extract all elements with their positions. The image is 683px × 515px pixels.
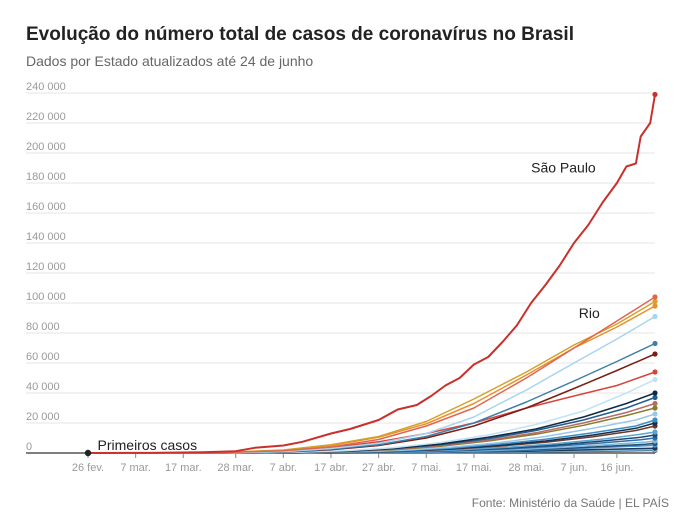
chart-subtitle: Dados por Estado atualizados até 24 de j…	[26, 53, 314, 69]
y-tick-label: 220 000	[26, 111, 66, 123]
series-end-point-4	[652, 313, 658, 320]
y-tick-label: 240 000	[26, 81, 66, 93]
series-end-point-0	[652, 91, 658, 98]
x-tick-label: 17 mar.	[165, 462, 202, 474]
series-end-point-6	[652, 351, 658, 357]
annotation-label: Rio	[579, 305, 600, 321]
series-end-point-5	[652, 340, 658, 347]
y-tick-label: 100 000	[26, 291, 66, 303]
series-line-1	[149, 296, 656, 454]
x-tick-label: 26 fev.	[72, 462, 104, 474]
y-tick-label: 80 000	[26, 321, 60, 333]
y-tick-label: 60 000	[26, 351, 60, 363]
y-tick-label: 120 000	[26, 261, 66, 273]
series-end-point-9	[652, 390, 658, 396]
x-tick-label: 28 mar.	[217, 462, 254, 474]
y-tick-label: 20 000	[26, 411, 60, 423]
x-tick-label: 16 jun.	[600, 462, 633, 474]
series-end-point-1	[652, 294, 658, 300]
chart-title: Evolução do número total de casos de cor…	[26, 24, 574, 45]
y-tick-label: 140 000	[26, 231, 66, 243]
x-tick-label: 7 abr.	[270, 462, 298, 474]
series-line-0	[87, 94, 656, 454]
series-end-point-11	[652, 400, 658, 407]
x-tick-label: 7 jun.	[561, 462, 588, 474]
y-tick-label: 200 000	[26, 141, 66, 153]
x-tick-label: 17 abr.	[314, 462, 348, 474]
series-end-point-12	[652, 405, 658, 411]
x-tick-label: 7 mai.	[411, 462, 441, 474]
annotation-label: São Paulo	[531, 160, 596, 176]
x-tick-label: 27 abr.	[362, 462, 396, 474]
first-case-point	[84, 449, 92, 457]
series-lines	[84, 91, 658, 457]
gridlines	[26, 92, 655, 454]
series-end-point-17	[652, 429, 658, 435]
x-tick-label: 28 mai.	[508, 462, 544, 474]
y-tick-label: 0	[26, 441, 32, 453]
series-end-point-14	[652, 417, 658, 423]
annotation-label: Primeiros casos	[98, 437, 198, 453]
series-end-point-8	[652, 376, 658, 383]
series-end-point-10	[652, 394, 658, 401]
series-end-point-13	[652, 411, 658, 417]
y-tick-label: 40 000	[26, 381, 60, 393]
source-note: Fonte: Ministério da Saúde | EL PAÍS	[471, 496, 669, 510]
annotations: São Paulo Rio Primeiros casos	[98, 160, 600, 454]
y-tick-label: 180 000	[26, 171, 66, 183]
series-end-point-2	[652, 298, 658, 305]
y-tick-label: 160 000	[26, 201, 66, 213]
y-axis: 0 20 000 40 000 60 000 80 000 100 000 120 000 1…	[26, 81, 66, 453]
x-axis: 26 fev. 7 mar. 17 mar. 28 mar. 7 abr. 17 abr.…	[72, 453, 633, 474]
series-end-point-7	[652, 369, 658, 375]
series-end-point-3	[652, 303, 658, 309]
x-tick-label: 7 mar.	[120, 462, 151, 474]
x-tick-label: 17 mai.	[456, 462, 492, 474]
